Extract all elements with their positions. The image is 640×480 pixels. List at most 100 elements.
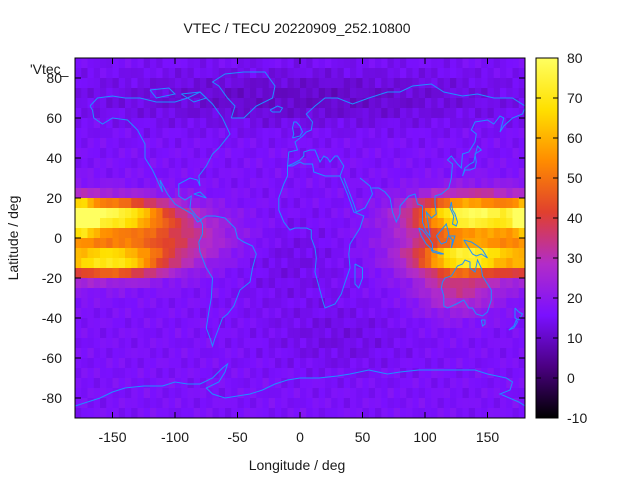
heatmap-cell <box>418 368 426 379</box>
coastline-path <box>440 258 492 317</box>
heatmap-cell <box>150 348 157 359</box>
heatmap-cell <box>181 288 189 299</box>
heatmap-cell <box>318 58 326 69</box>
heatmap-cell <box>343 78 351 89</box>
heatmap-cell <box>287 408 295 418</box>
heatmap-cell <box>418 388 426 399</box>
heatmap-cell <box>437 98 445 109</box>
heatmap-cell <box>175 98 182 109</box>
heatmap-cell <box>425 78 432 89</box>
heatmap-cell <box>406 128 414 139</box>
heatmap-cell <box>206 358 214 369</box>
heatmap-cell <box>356 88 364 99</box>
heatmap-cell <box>200 288 207 299</box>
heatmap-cell <box>443 108 451 119</box>
heatmap-cell <box>87 178 95 189</box>
heatmap-cell <box>293 248 301 259</box>
heatmap-cell <box>393 158 401 169</box>
heatmap-cell <box>406 378 414 389</box>
heatmap-cell <box>331 128 339 139</box>
heatmap-cell <box>312 118 320 129</box>
heatmap-cell <box>362 248 370 259</box>
heatmap-cell <box>306 338 314 349</box>
heatmap-cell <box>325 58 332 69</box>
heatmap-cell <box>187 188 195 199</box>
heatmap-cell <box>487 238 495 249</box>
heatmap-cell <box>312 378 320 389</box>
heatmap-cell <box>81 148 89 159</box>
heatmap-cell <box>518 268 525 279</box>
heatmap-cell <box>175 268 182 279</box>
heatmap-cell <box>393 118 401 129</box>
heatmap-cell <box>262 298 270 309</box>
heatmap-cell <box>356 188 364 199</box>
heatmap-cell <box>443 198 451 209</box>
heatmap-cell <box>312 198 320 209</box>
heatmap-cell <box>493 68 501 79</box>
heatmap-cell <box>275 348 282 359</box>
heatmap-cell <box>112 168 120 179</box>
heatmap-cell <box>350 88 357 99</box>
heatmap-cell <box>125 128 132 139</box>
heatmap-cell <box>212 328 220 339</box>
heatmap-cell <box>218 118 226 129</box>
heatmap-cell <box>212 178 220 189</box>
heatmap-cell <box>318 158 326 169</box>
heatmap-cell <box>262 198 270 209</box>
heatmap-cell <box>293 138 301 149</box>
heatmap-cell <box>262 88 270 99</box>
heatmap-cell <box>475 118 482 129</box>
heatmap-cell <box>418 168 426 179</box>
heatmap-cell <box>281 88 289 99</box>
heatmap-cell <box>362 388 370 399</box>
heatmap-cell <box>437 58 445 69</box>
heatmap-cell <box>487 348 495 359</box>
heatmap-cell <box>75 158 82 169</box>
heatmap-cell <box>125 238 132 249</box>
heatmap-cell <box>293 378 301 389</box>
heatmap-cell <box>81 378 89 389</box>
heatmap-cell <box>343 218 351 229</box>
heatmap-cell <box>75 188 82 199</box>
heatmap-cell <box>175 148 182 159</box>
heatmap-cell <box>218 298 226 309</box>
heatmap-cell <box>187 108 195 119</box>
heatmap-cell <box>331 348 339 359</box>
heatmap-cell <box>75 178 82 189</box>
heatmap-cell <box>93 278 101 289</box>
heatmap-cell <box>112 218 120 229</box>
heatmap-cell <box>443 348 451 359</box>
heatmap-cell <box>356 208 364 219</box>
heatmap-cell <box>212 408 220 418</box>
heatmap-cell <box>350 268 357 279</box>
heatmap-cell <box>500 68 507 79</box>
heatmap-cell <box>218 278 226 289</box>
heatmap-cell <box>262 118 270 129</box>
heatmap-cell <box>150 108 157 119</box>
heatmap-cell <box>506 398 514 409</box>
heatmap-cell <box>387 308 395 319</box>
heatmap-cell <box>400 168 407 179</box>
heatmap-cell <box>212 168 220 179</box>
heatmap-cell <box>437 258 445 269</box>
heatmap-cell <box>350 278 357 289</box>
x-tick-label: 50 <box>355 429 371 445</box>
heatmap-cell <box>400 78 407 89</box>
heatmap-cell <box>343 338 351 349</box>
heatmap-cell <box>493 108 501 119</box>
heatmap-cell <box>400 238 407 249</box>
heatmap-cell <box>275 98 282 109</box>
heatmap-cell <box>100 328 107 339</box>
heatmap-cell <box>100 168 107 179</box>
heatmap-cell <box>356 78 364 89</box>
heatmap-cell <box>343 318 351 329</box>
heatmap-cell <box>125 58 132 69</box>
heatmap-cell <box>262 308 270 319</box>
heatmap-cell <box>306 178 314 189</box>
heatmap-cell <box>206 328 214 339</box>
heatmap-cell <box>493 178 501 189</box>
heatmap-cell <box>437 318 445 329</box>
heatmap-cell <box>450 208 457 219</box>
heatmap-cell <box>518 148 525 159</box>
heatmap-cell <box>306 118 314 129</box>
